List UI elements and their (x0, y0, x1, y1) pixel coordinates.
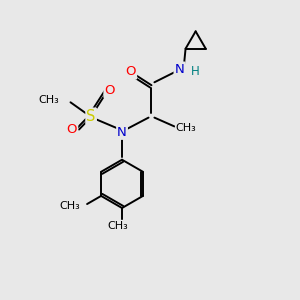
Text: CH₃: CH₃ (39, 95, 60, 105)
Text: N: N (175, 62, 184, 76)
Text: O: O (126, 65, 136, 79)
Text: O: O (67, 123, 77, 136)
Text: H: H (190, 65, 199, 78)
Text: CH₃: CH₃ (60, 200, 81, 211)
Text: O: O (104, 84, 115, 97)
Text: S: S (86, 109, 96, 124)
Text: CH₃: CH₃ (108, 221, 128, 231)
Text: N: N (117, 126, 127, 139)
Text: CH₃: CH₃ (176, 123, 196, 133)
